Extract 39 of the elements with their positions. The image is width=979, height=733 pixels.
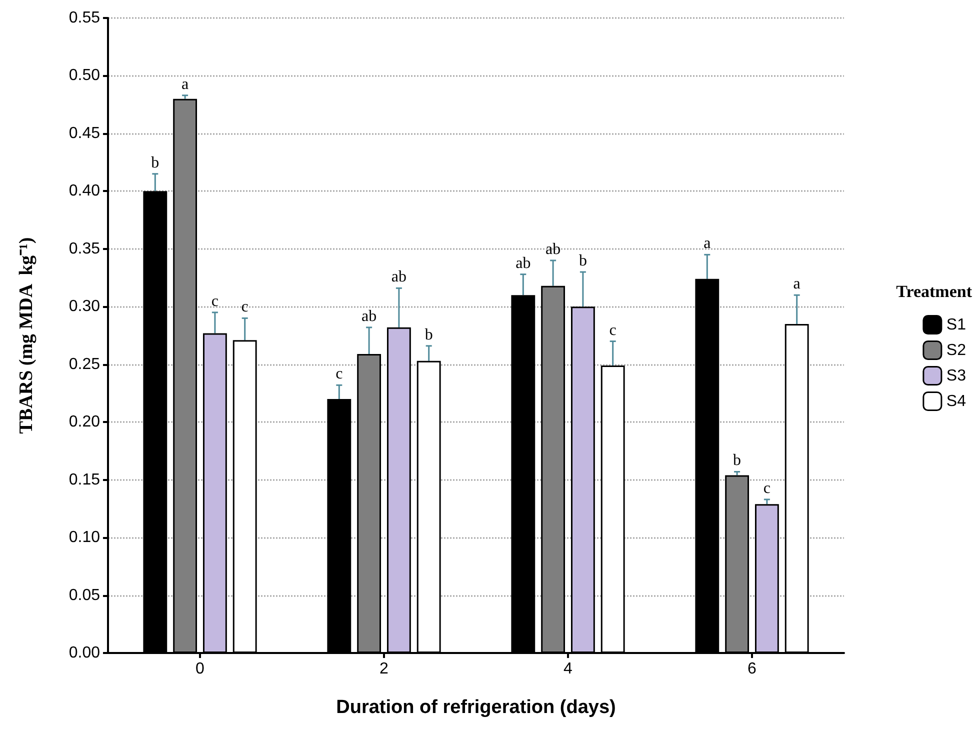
data-label: b xyxy=(578,252,587,270)
x-tick-label: 6 xyxy=(748,660,757,678)
data-label: c xyxy=(241,298,248,316)
y-tick-label: 0.50 xyxy=(68,67,100,84)
data-label: ab xyxy=(391,268,407,286)
data-label: c xyxy=(211,292,219,310)
y-tick-label: 0.15 xyxy=(68,471,100,488)
legend-label: S2 xyxy=(946,342,966,359)
y-tick-label: 0.40 xyxy=(68,182,100,200)
y-tick-label: 0.20 xyxy=(68,414,100,431)
legend-label: S1 xyxy=(946,316,966,334)
legend-label: S3 xyxy=(946,367,966,384)
data-label: ab xyxy=(361,308,377,325)
data-label: b xyxy=(733,452,742,470)
data-label: ab xyxy=(516,254,531,272)
data-label: a xyxy=(793,276,800,293)
x-axis-title: Duration of refrigeration (days) xyxy=(336,697,616,718)
legend-label: S4 xyxy=(946,392,966,410)
data-label: c xyxy=(336,366,343,383)
y-tick-label: 0.35 xyxy=(68,240,100,258)
legend-title: Treatment xyxy=(896,282,972,301)
data-label: ab xyxy=(545,240,561,258)
data-label: b xyxy=(151,154,160,172)
x-tick-label: 0 xyxy=(196,660,205,678)
data-label: b xyxy=(424,326,433,344)
y-tick-label: 0.45 xyxy=(68,124,100,142)
data-label: c xyxy=(609,322,616,339)
y-tick-label: 0.10 xyxy=(68,529,100,546)
y-tick-label: 0.00 xyxy=(68,644,100,662)
y-tick-label: 0.05 xyxy=(68,586,100,604)
y-axis-title: TBARS (mg MDA kg⁻¹) xyxy=(16,237,37,434)
data-label: c xyxy=(763,480,771,497)
y-tick-label: 0.55 xyxy=(68,10,100,26)
x-tick-label: 4 xyxy=(564,660,573,678)
y-tick-label: 0.30 xyxy=(68,298,100,316)
data-label: a xyxy=(181,76,189,93)
x-tick-label: 2 xyxy=(380,660,389,678)
data-label: a xyxy=(704,235,711,252)
y-tick-label: 0.25 xyxy=(68,356,100,373)
